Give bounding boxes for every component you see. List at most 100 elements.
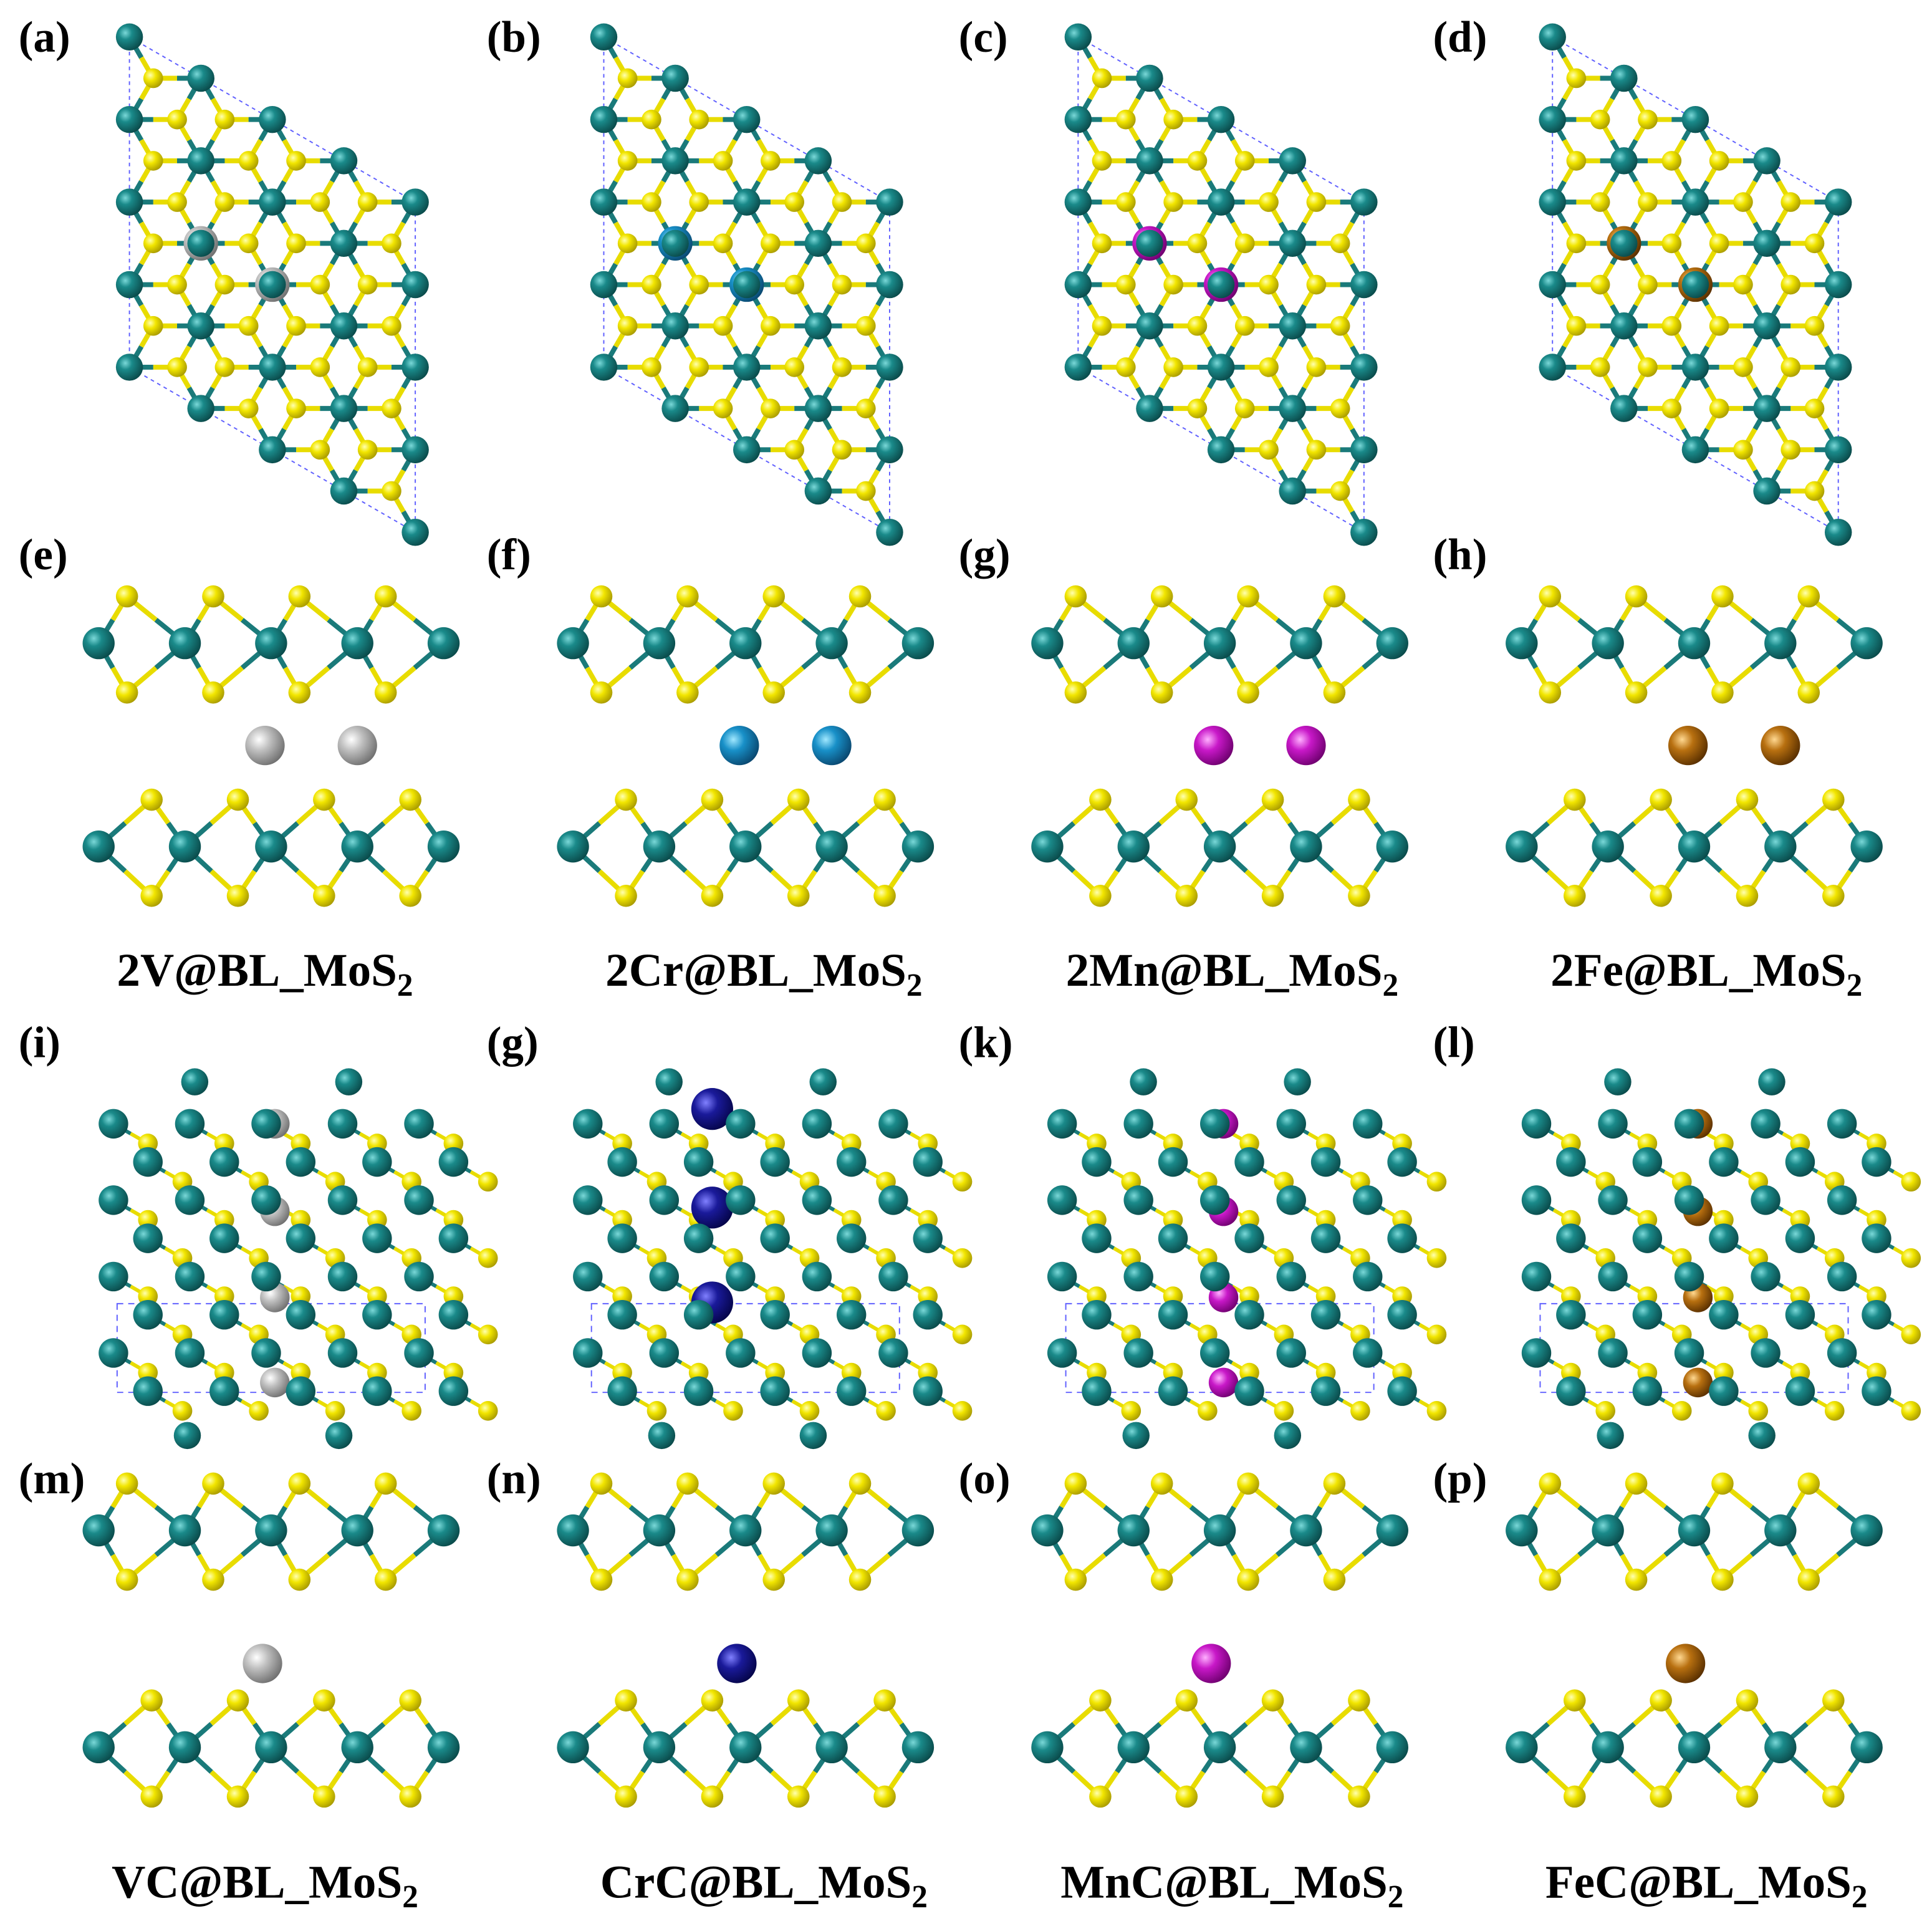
sulfur [832, 357, 852, 377]
molybdenum [1082, 1147, 1112, 1177]
sulfur [761, 233, 781, 254]
molybdenum [815, 1731, 848, 1764]
panel-label: (g) [487, 1019, 539, 1067]
molybdenum [1082, 1376, 1112, 1406]
molybdenum [607, 1376, 637, 1406]
molybdenum [1274, 1422, 1302, 1450]
molybdenum [1199, 1338, 1230, 1368]
molybdenum [733, 354, 761, 381]
sulfur [642, 192, 661, 212]
sulfur [1781, 440, 1801, 460]
sulfur [1736, 1785, 1759, 1808]
sulfur [676, 585, 699, 608]
molybdenum [760, 1223, 790, 1253]
molybdenum [255, 831, 287, 863]
sulfur [1797, 585, 1820, 608]
molybdenum [1353, 1109, 1383, 1139]
molybdenum [133, 1223, 163, 1253]
molybdenum [1203, 1731, 1236, 1764]
sulfur [1259, 440, 1279, 460]
molybdenum [1753, 477, 1781, 505]
molybdenum [115, 188, 143, 216]
caption-text: 2Mn@BL_MoS [1066, 945, 1383, 996]
molybdenum [1681, 271, 1709, 299]
molybdenum [1674, 1109, 1704, 1139]
sulfur [1804, 481, 1825, 501]
molybdenum [557, 1514, 589, 1547]
molybdenum [1598, 1338, 1628, 1368]
sulfur [382, 481, 401, 501]
panel-label: (d) [1433, 13, 1487, 62]
sulfur [226, 884, 249, 907]
molybdenum [187, 395, 214, 422]
molybdenum [802, 1185, 832, 1215]
molybdenum [1758, 1068, 1785, 1095]
molybdenum [1506, 1731, 1538, 1764]
sulfur [172, 1401, 193, 1421]
sulfur [1089, 788, 1112, 811]
molybdenum [187, 147, 214, 175]
sulfur [784, 274, 805, 295]
sulfur [1163, 357, 1183, 377]
molybdenum [1234, 1376, 1264, 1406]
molybdenum [1556, 1376, 1586, 1406]
molybdenum [1064, 23, 1092, 51]
molybdenum [1290, 627, 1322, 660]
molybdenum [1674, 1338, 1704, 1368]
molybdenum [209, 1299, 239, 1330]
molybdenum [404, 1338, 434, 1368]
molybdenum [1290, 1514, 1322, 1547]
sulfur [787, 788, 810, 811]
molybdenum [1539, 354, 1566, 381]
molybdenum [259, 271, 286, 299]
molybdenum [729, 627, 762, 660]
caption-subscript: 2 [397, 968, 413, 1003]
sulfur [615, 1689, 637, 1712]
molybdenum [1207, 188, 1235, 216]
sulfur [1089, 1689, 1112, 1712]
sulfur [713, 151, 733, 171]
caption-text: 2V@BL_MoS [117, 945, 396, 996]
caption-text: MnC@BL_MoS [1060, 1856, 1388, 1908]
molybdenum [427, 1731, 460, 1764]
molybdenum [255, 1731, 287, 1764]
sulfur [701, 788, 724, 811]
molybdenum [427, 1514, 460, 1547]
molybdenum [115, 23, 143, 51]
sulfur [761, 315, 781, 336]
sulfur [1306, 192, 1327, 212]
dopant [337, 726, 377, 766]
molybdenum [1353, 1185, 1383, 1215]
sulfur [1261, 788, 1284, 811]
dopant [717, 1644, 757, 1683]
sulfur [701, 884, 724, 907]
sulfur [1638, 109, 1658, 130]
molybdenum [1387, 1147, 1417, 1177]
molybdenum [760, 1299, 790, 1330]
sulfur [374, 681, 397, 704]
sulfur [787, 1785, 810, 1808]
panel-label: (h) [1433, 531, 1487, 579]
sulfur [1824, 1401, 1845, 1421]
molybdenum [1709, 1223, 1739, 1253]
sulfur [140, 788, 163, 811]
sulfur [1711, 1568, 1734, 1591]
molybdenum [729, 1514, 762, 1547]
dopant [1668, 726, 1708, 766]
molybdenum [133, 1147, 163, 1177]
sulfur [115, 1472, 138, 1495]
sulfur [617, 315, 638, 336]
molybdenum [729, 831, 762, 863]
sulfur [1323, 681, 1346, 704]
sulfur [1274, 1401, 1294, 1421]
molybdenum [1353, 1338, 1383, 1368]
molybdenum [1785, 1376, 1815, 1406]
caption-subscript: 2 [402, 1879, 418, 1915]
molybdenum [901, 1731, 935, 1764]
molybdenum [82, 627, 115, 660]
sulfur [1259, 274, 1279, 295]
sulfur [762, 1472, 785, 1495]
sulfur [286, 233, 306, 254]
sulfur [313, 884, 335, 907]
molybdenum [1064, 188, 1092, 216]
